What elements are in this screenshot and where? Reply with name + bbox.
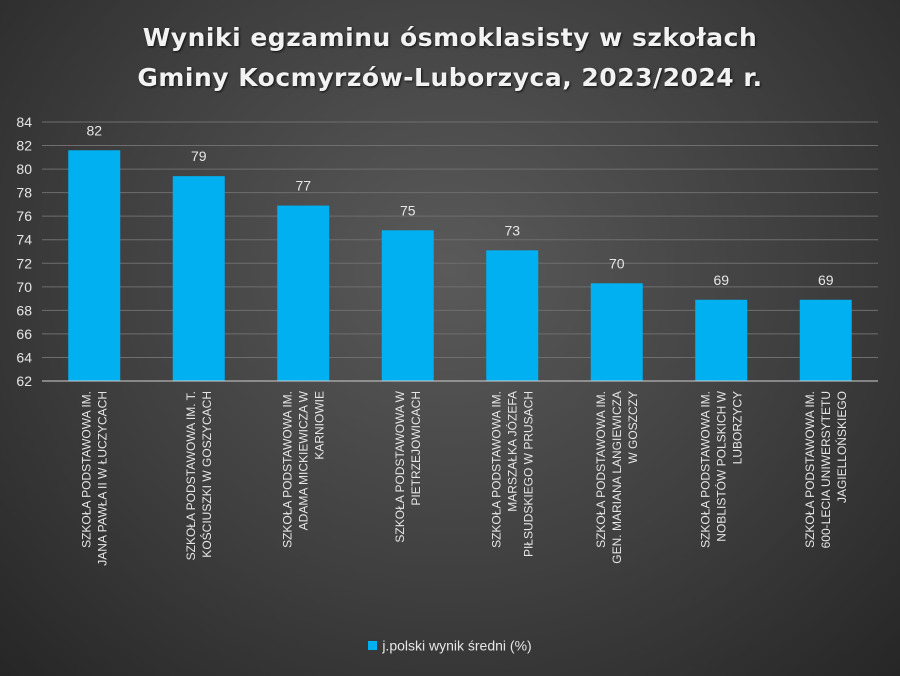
x-tick-label-line: KOŚCIUSZKI W GOSZYCACH (199, 391, 214, 558)
x-tick-label: SZKOŁA PODSTAWOWA IM. T. KOŚCIUSZKI W GOS… (184, 391, 214, 560)
data-label: 70 (609, 255, 625, 271)
bar (381, 230, 434, 381)
y-tick-label: 70 (16, 279, 32, 295)
y-tick-label: 66 (16, 326, 32, 342)
y-tick-label: 74 (16, 232, 32, 248)
legend-swatch (368, 640, 378, 650)
x-tick-label: SZKOŁA PODSTAWOWA IM. GEN. MARIANA LANGIE… (594, 391, 640, 564)
data-label: 77 (295, 178, 311, 194)
chart-title-line-2: Gminy Kocmyrzów-Luborzyca, 2023/2024 r. (137, 63, 763, 92)
bar (590, 283, 643, 381)
x-tick-label-line: JANA PAWŁA II W ŁUCZYCACH (95, 391, 109, 566)
chart-title: Wyniki egzaminu ósmoklasisty w szkołach … (0, 18, 900, 98)
x-tick-label-line: SZKOŁA PODSTAWOWA IM. (594, 391, 608, 548)
bar (695, 299, 748, 381)
x-tick-label: SZKOŁA PODSTAWOWA IM. ADAMA MICKIEWICZA W… (280, 390, 326, 548)
x-tick-label-line: SZKOŁA PODSTAWOWA IM. (698, 391, 712, 548)
x-tick-label: SZKOŁA PODSTAWOWA IM. NOBLISTÓW POLSKICH … (698, 390, 744, 548)
bar (172, 176, 225, 381)
x-tick-label-line: NOBLISTÓW POLSKICH W (713, 390, 728, 541)
x-tick-label-line: PIETRZEJOWICACH (409, 391, 423, 506)
x-tick-label-line: GEN. MARIANA LANGIEWICZA (610, 391, 624, 564)
data-label: 82 (86, 122, 102, 138)
x-tick-label-line: SZKOŁA PODSTAWOWA IM. (803, 391, 817, 548)
y-tick-label: 84 (16, 114, 32, 130)
x-tick-label-line: SZKOŁA PODSTAWOWA IM. T. (184, 391, 198, 560)
x-tick-label-line: KARNIOWIE (312, 391, 326, 460)
y-tick-label: 78 (16, 185, 32, 201)
x-tick-label: SZKOŁA PODSTAWOWA W PIETRZEJOWICACH (393, 390, 423, 542)
data-label: 69 (818, 272, 834, 288)
x-tick-label-line: PIŁSUDSKIEGO W PRUSACH (521, 391, 535, 557)
y-tick-label: 76 (16, 208, 32, 224)
y-tick-label: 80 (16, 161, 32, 177)
x-tick-label: SZKOŁA PODSTAWOWA IM. MARSZAŁKA JÓZEFA PIŁ… (489, 391, 535, 557)
legend-label: j.polski wynik średni (%) (382, 637, 532, 654)
x-tick-label-line: JAGIELLOŃSKIEGO (834, 391, 849, 503)
x-tick-label-line: SZKOŁA PODSTAWOWA IM. (280, 391, 294, 548)
data-label: 75 (400, 202, 416, 218)
legend: j.polski wynik średni (%) (0, 636, 900, 653)
x-tick-label-line: MARSZAŁKA JÓZEFA (504, 391, 519, 512)
y-tick-label: 64 (16, 349, 32, 365)
x-tick-label-line: SZKOŁA PODSTAWOWA W (393, 390, 407, 542)
bar (799, 299, 852, 381)
bar (68, 150, 121, 381)
x-tick-label: SZKOŁA PODSTAWOWA IM. JANA PAWŁA II W ŁUC… (79, 391, 109, 566)
y-tick-label: 68 (16, 302, 32, 318)
x-tick-label: SZKOŁA PODSTAWOWA IM. 600-LECIA UNIWERSYT… (803, 391, 849, 548)
x-tick-label-line: ADAMA MICKIEWICZA W (296, 390, 310, 530)
y-tick-label: 72 (16, 255, 32, 271)
y-tick-label: 82 (16, 138, 32, 154)
x-tick-label-line: W GOSZCZY (626, 391, 640, 464)
data-label: 79 (191, 148, 207, 164)
bar (277, 205, 330, 381)
data-label: 69 (713, 272, 729, 288)
y-tick-label: 62 (16, 373, 32, 389)
bar (486, 250, 539, 381)
data-label: 73 (504, 222, 520, 238)
chart-title-line-1: Wyniki egzaminu ósmoklasisty w szkołach (142, 23, 758, 52)
x-tick-label-line: 600-LECIA UNIWERSYTETU (819, 391, 833, 548)
x-tick-label-line: SZKOŁA PODSTAWOWA IM. (79, 391, 93, 548)
x-tick-label-line: LUBORZYCY (730, 391, 744, 464)
x-tick-label-line: SZKOŁA PODSTAWOWA IM. (489, 391, 503, 548)
